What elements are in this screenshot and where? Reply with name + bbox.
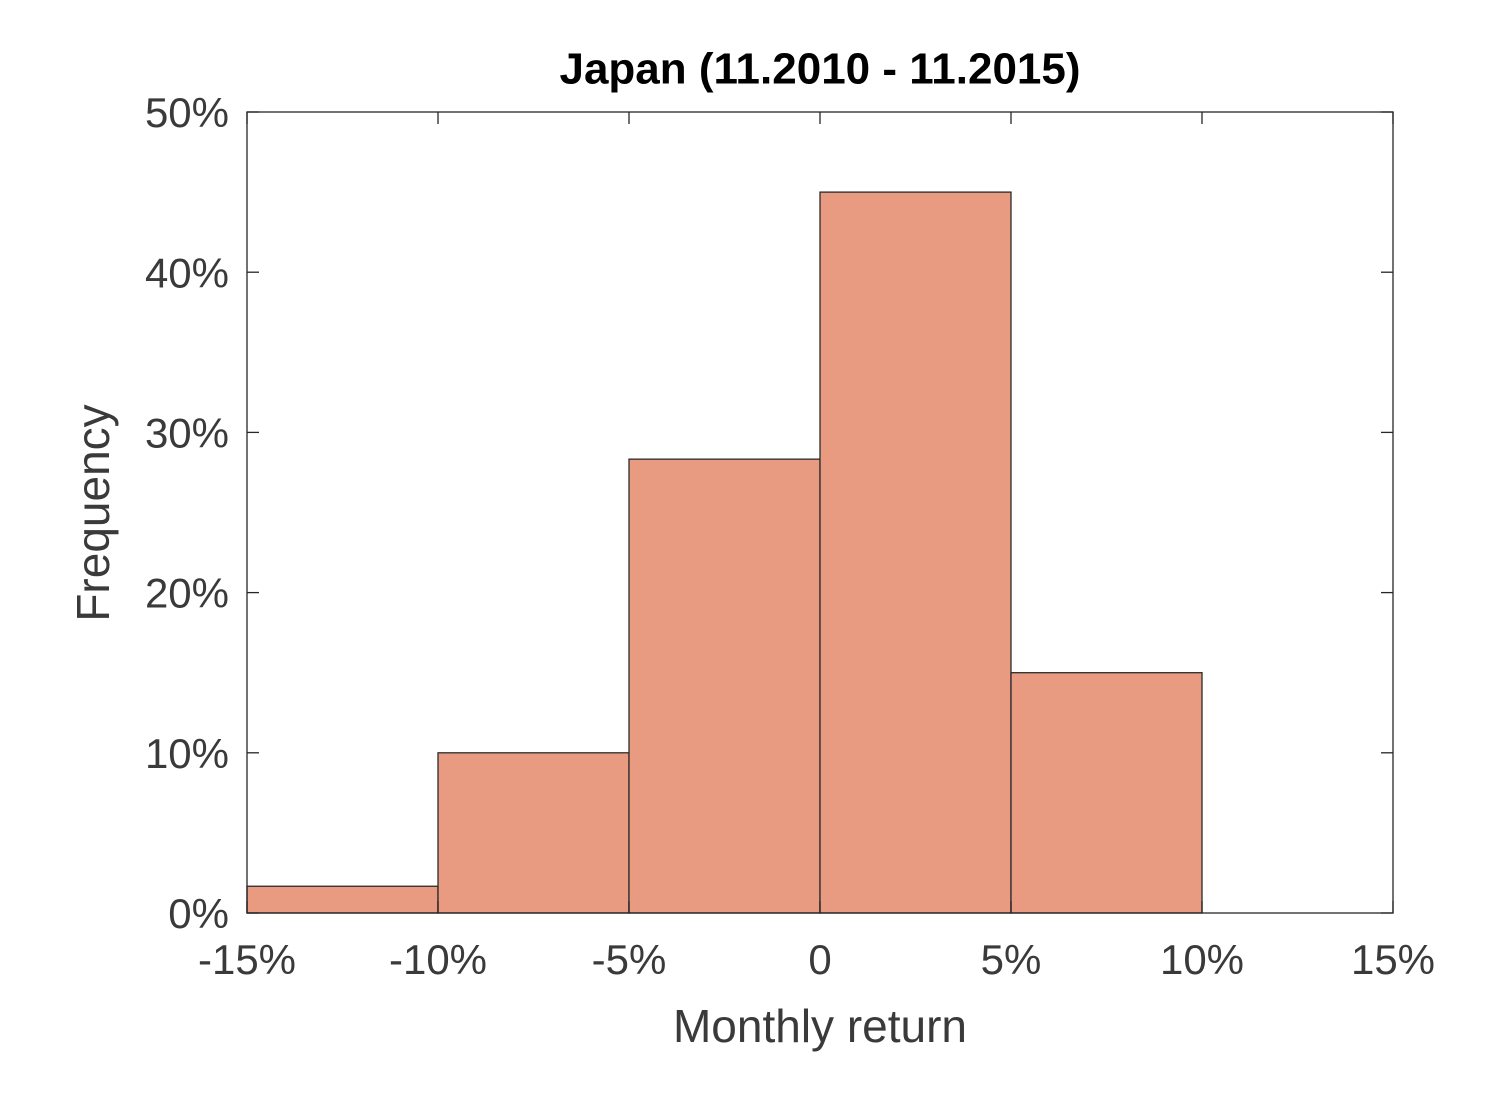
y-tick-label: 20% xyxy=(145,570,229,617)
x-tick-label: -5% xyxy=(592,936,667,983)
histogram-bar xyxy=(246,885,439,914)
x-axis-label: Monthly return xyxy=(673,1000,967,1052)
histogram-bar xyxy=(437,752,630,914)
y-tick-label: 10% xyxy=(145,730,229,777)
y-tick-label: 40% xyxy=(145,249,229,296)
y-tick-label: 30% xyxy=(145,409,229,456)
x-tick-label: -15% xyxy=(198,936,296,983)
y-tick-label: 50% xyxy=(145,89,229,136)
x-tick-label: 10% xyxy=(1160,936,1244,983)
y-axis-label: Frequency xyxy=(67,404,119,621)
x-tick-label: 5% xyxy=(981,936,1042,983)
x-tick-label: 15% xyxy=(1351,936,1435,983)
x-tick-label: 0 xyxy=(808,936,831,983)
histogram-bar xyxy=(819,191,1012,914)
chart-title: Japan (11.2010 - 11.2015) xyxy=(559,45,1080,94)
histogram-bar xyxy=(1010,672,1203,914)
histogram-bar xyxy=(628,458,821,914)
y-tick-label: 0% xyxy=(168,890,229,937)
x-tick-label: -10% xyxy=(389,936,487,983)
